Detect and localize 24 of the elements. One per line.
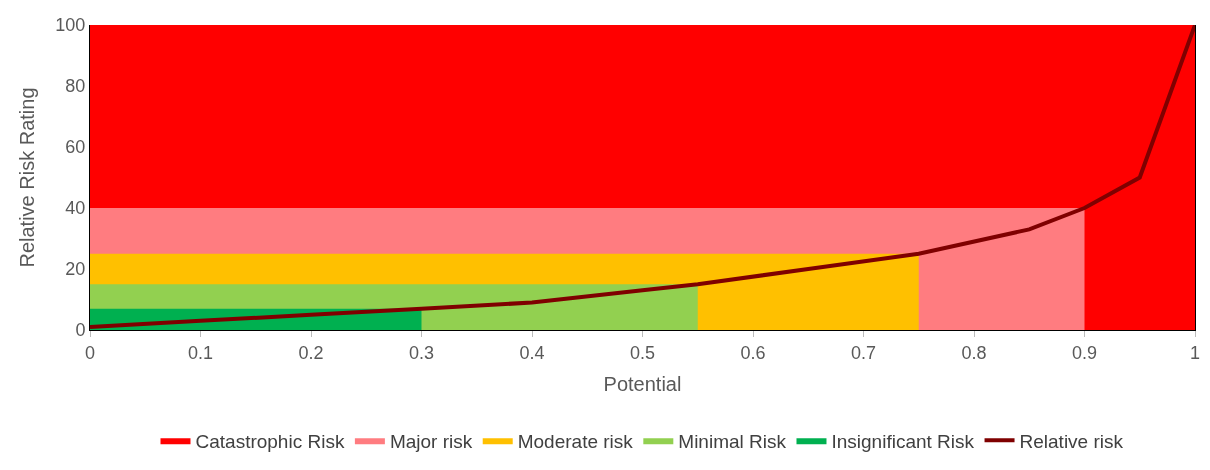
x-tick-label: 0.4	[519, 342, 545, 363]
y-axis-title: Relative Risk Rating	[15, 87, 38, 268]
x-tick-label: 0.7	[850, 342, 877, 363]
x-tick-label: 0.3	[408, 342, 435, 363]
x-tick-label: 0.1	[187, 342, 214, 363]
x-tick-label: 0.8	[961, 342, 987, 363]
legend-label: Insignificant Risk	[831, 430, 975, 452]
legend-label: Relative risk	[1019, 430, 1124, 452]
legend-label: Catastrophic Risk	[195, 430, 345, 452]
legend-label: Moderate risk	[517, 430, 634, 452]
y-tick-label: 0	[75, 320, 86, 341]
x-tick-label: 1	[1189, 342, 1201, 363]
x-tick-label: 0.9	[1071, 342, 1098, 363]
x-tick-label: 0.5	[629, 342, 656, 363]
y-tick-label: 40	[65, 198, 86, 219]
legend-label: Major risk	[389, 430, 473, 452]
y-tick-label: 80	[65, 76, 86, 97]
y-tick-label: 100	[55, 15, 86, 36]
legend-label: Minimal Risk	[678, 430, 787, 452]
x-axis-title: Potential	[603, 373, 682, 396]
y-tick-label: 60	[65, 137, 86, 158]
y-tick-label: 20	[65, 259, 86, 280]
x-tick-label: 0.2	[298, 342, 324, 363]
x-tick-label: 0.6	[740, 342, 766, 363]
